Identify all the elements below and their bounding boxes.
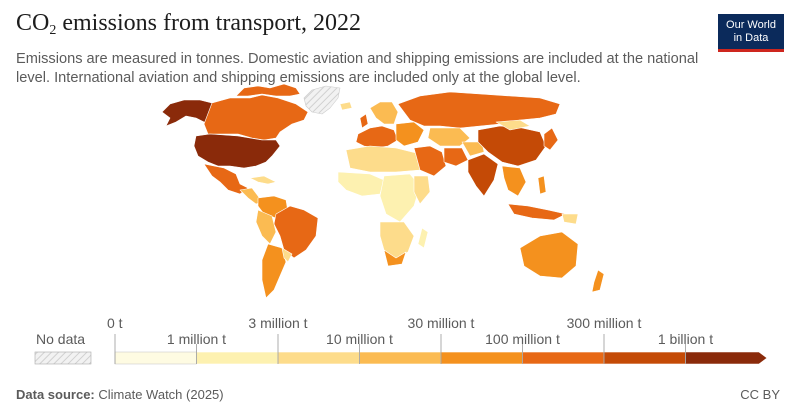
legend-ticks: 0 t 3 million t 30 million t 300 million t 1…: [107, 315, 713, 364]
legend-bin-4[interactable]: [440, 351, 523, 365]
region-western-europe[interactable]: [355, 125, 399, 149]
legend-upper-tick-label: 30 million t: [408, 315, 475, 331]
region-southeast-asia[interactable]: [501, 165, 527, 197]
region-central-asia[interactable]: [461, 141, 485, 157]
region-korea-japan[interactable]: [543, 127, 559, 151]
region-alaska[interactable]: [161, 99, 213, 127]
country-iceland[interactable]: [339, 101, 353, 111]
chart-subtitle: Emissions are measured in tonnes. Domest…: [16, 51, 699, 86]
region-north-africa[interactable]: [345, 145, 421, 173]
country-australia[interactable]: [519, 231, 579, 279]
region-east-africa[interactable]: [413, 175, 431, 205]
country-india[interactable]: [467, 153, 499, 197]
region-central-africa[interactable]: [379, 173, 421, 223]
legend-bin-0[interactable]: [114, 351, 197, 365]
region-middle-east[interactable]: [413, 145, 447, 177]
country-new-zealand[interactable]: [591, 269, 605, 293]
no-data-label: No data: [36, 331, 85, 347]
country-argentina[interactable]: [261, 243, 287, 299]
country-canada[interactable]: [203, 94, 309, 141]
owid-logo[interactable]: Our World in Data: [718, 14, 784, 52]
region-southern-cone-small[interactable]: [281, 247, 293, 263]
chart-title: CO2 emissions from transport, 2022: [16, 10, 361, 38]
country-iran[interactable]: [443, 147, 469, 167]
country-kazakhstan[interactable]: [427, 127, 471, 147]
country-brazil[interactable]: [273, 205, 319, 259]
legend-bin-1[interactable]: [196, 351, 279, 365]
legend-bin-3[interactable]: [359, 351, 442, 365]
region-papua-new-guinea[interactable]: [561, 213, 579, 225]
no-data-swatch[interactable]: [34, 351, 92, 365]
country-united-kingdom[interactable]: [359, 113, 369, 129]
legend-upper-tick-label: 3 million t: [248, 315, 307, 331]
legend-upper-tick-label: 0 t: [107, 315, 123, 331]
legend-bin-6[interactable]: [603, 351, 686, 365]
country-indonesia[interactable]: [507, 203, 567, 221]
country-madagascar[interactable]: [417, 227, 429, 249]
legend-lower-tick-label: 1 million t: [167, 331, 226, 347]
legend-lower-tick-label: 1 billion t: [658, 331, 713, 347]
data-source: Data source: Climate Watch (2025): [16, 387, 224, 402]
country-united-states[interactable]: [193, 133, 281, 169]
country-greenland[interactable]: [303, 85, 341, 115]
license-label[interactable]: CC BY: [740, 387, 780, 402]
legend-lower-tick-label: 10 million t: [326, 331, 393, 347]
country-russia[interactable]: [397, 91, 561, 129]
country-mongolia[interactable]: [495, 119, 531, 131]
legend-bin-5[interactable]: [522, 351, 605, 365]
legend-bin-2[interactable]: [277, 351, 360, 365]
country-south-africa[interactable]: [383, 249, 407, 267]
region-caribbean[interactable]: [249, 175, 277, 185]
country-philippines[interactable]: [537, 175, 547, 195]
region-eastern-europe[interactable]: [395, 121, 425, 147]
region-northern-europe[interactable]: [369, 101, 399, 125]
legend-color-bins: [114, 351, 768, 365]
legend-upper-tick-label: 300 million t: [567, 315, 642, 331]
region-arctic-islands[interactable]: [235, 83, 301, 97]
legend-bin-7[interactable]: [685, 351, 768, 365]
map-legend: No data 0 t 3 million t 30 million t 300 mi…: [34, 315, 768, 365]
region-andean-south[interactable]: [255, 209, 277, 245]
region-west-africa[interactable]: [337, 171, 385, 197]
legend-lower-tick-label: 100 million t: [485, 331, 560, 347]
